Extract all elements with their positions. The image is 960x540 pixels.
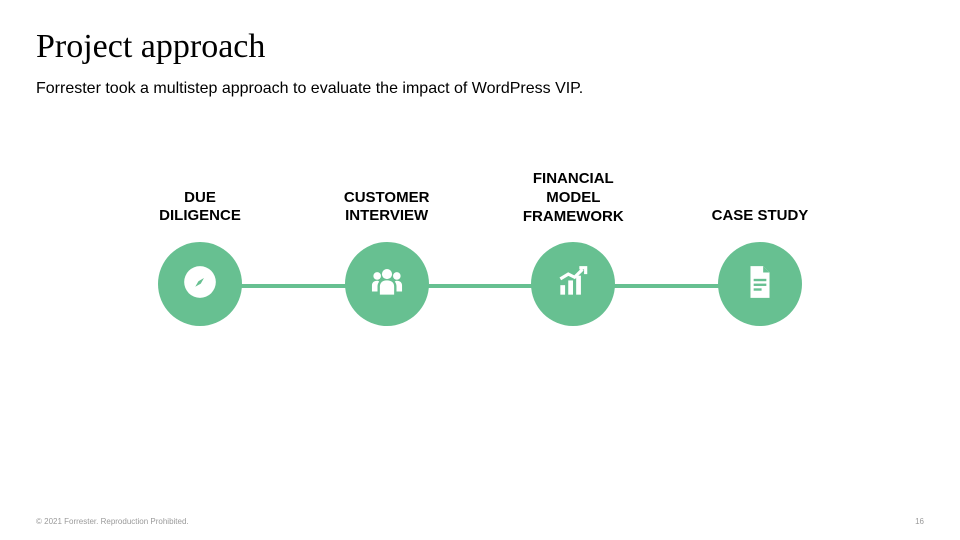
step-label: DUE DILIGENCE: [159, 170, 241, 226]
page-subtitle: Forrester took a multistep approach to e…: [36, 80, 924, 98]
slide: Project approach Forrester took a multis…: [0, 0, 960, 540]
step-circle: [531, 242, 615, 326]
chart-icon: [554, 263, 592, 306]
steps-diagram: DUE DILIGENCE CUSTOMER INTERVIEW: [0, 170, 960, 326]
footer-copyright: © 2021 Forrester. Reproduction Prohibite…: [36, 517, 189, 526]
step-customer-interview: CUSTOMER INTERVIEW: [307, 170, 467, 326]
step-due-diligence: DUE DILIGENCE: [120, 170, 280, 326]
step-circle: [345, 242, 429, 326]
page-number: 16: [915, 517, 924, 526]
people-icon: [368, 263, 406, 306]
step-label: CASE STUDY: [712, 170, 809, 226]
step-circle: [718, 242, 802, 326]
step-financial-model: FINANCIAL MODEL FRAMEWORK: [493, 170, 653, 326]
step-label: CUSTOMER INTERVIEW: [344, 170, 430, 226]
step-circle: [158, 242, 242, 326]
compass-icon: [181, 263, 219, 306]
step-case-study: CASE STUDY: [680, 170, 840, 326]
page-title: Project approach: [36, 28, 924, 66]
document-icon: [741, 263, 779, 306]
step-label: FINANCIAL MODEL FRAMEWORK: [523, 170, 624, 226]
